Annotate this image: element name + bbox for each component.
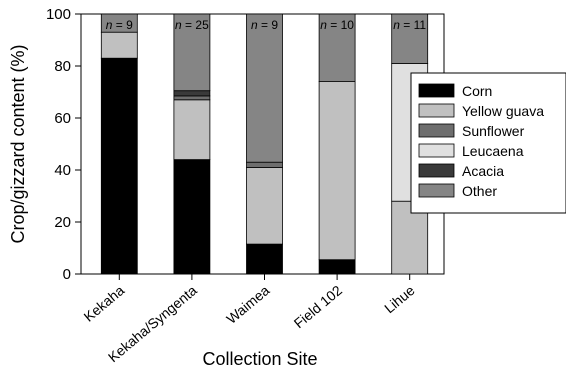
bar-segment-acacia	[173, 90, 211, 97]
legend-swatch	[418, 83, 455, 98]
bar-segment-yellow-guava	[318, 81, 356, 261]
legend-label: Sunflower	[462, 123, 525, 139]
sample-size-labels: n = 9 n = 25 n = 9 n = 10 n = 11	[106, 18, 427, 32]
bar-segment-other	[173, 13, 211, 92]
legend-swatch	[418, 143, 455, 158]
legend-label: Corn	[462, 83, 492, 99]
y-tick-label: 80	[54, 58, 71, 75]
bar-segment-sunflower	[246, 161, 283, 168]
bar-segment-other	[246, 13, 283, 163]
bar-group	[100, 13, 429, 275]
bar-segment-other	[391, 13, 429, 64]
bar-segment-yellow-guava	[246, 166, 283, 245]
legend: Corn Yellow guava Sunflower Leucaena Acacia O…	[410, 72, 566, 214]
y-tick-label: 60	[54, 110, 71, 127]
legend-label: Leucaena	[462, 143, 524, 159]
bar-segment-corn	[173, 159, 211, 275]
legend-swatch	[418, 163, 455, 178]
y-tick-label: 40	[54, 162, 71, 179]
x-tick-label: Waimea	[223, 282, 272, 327]
x-tick-label: Field 102	[291, 282, 346, 331]
sample-size-label: n = 10	[320, 18, 354, 32]
x-tick-label: Kekaha	[81, 282, 128, 325]
legend-swatch	[418, 103, 455, 118]
bar-segment-sunflower	[173, 95, 211, 101]
legend-swatch	[418, 183, 455, 198]
x-axis-title: Collection Site	[202, 349, 317, 369]
bar-segment-other	[100, 13, 138, 33]
y-axis: 0 20 40 60 80 100	[46, 6, 81, 283]
sample-size-label: n = 11	[393, 18, 426, 32]
sample-size-label: n = 9	[251, 18, 278, 32]
sample-size-label: n = 25	[175, 18, 209, 32]
bar-segment-yellow-guava	[100, 31, 138, 59]
bar-segment-yellow-guava	[173, 99, 211, 161]
bar-segment-other	[318, 13, 356, 82]
sample-size-label: n = 9	[106, 18, 133, 32]
bar-segment-corn	[246, 243, 283, 275]
legend-label: Yellow guava	[462, 103, 544, 119]
bar-segment-corn	[318, 259, 356, 275]
legend-swatch	[418, 123, 455, 138]
legend-label: Acacia	[462, 163, 504, 179]
y-tick-label: 0	[63, 266, 71, 283]
legend-label: Other	[462, 183, 497, 199]
x-tick-label: Lihue	[381, 282, 418, 316]
y-axis-title: Crop/gizzard content (%)	[8, 44, 28, 243]
bar-segment-corn	[100, 57, 138, 275]
y-tick-label: 20	[54, 214, 71, 231]
y-tick-label: 100	[46, 6, 71, 23]
